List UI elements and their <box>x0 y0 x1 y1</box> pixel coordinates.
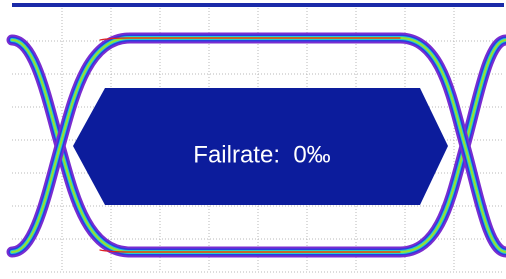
mask-label: Failrate: 0‰ <box>193 141 330 168</box>
page: Failrate: 0‰ (() => { const data = JSON.… <box>0 0 506 279</box>
eye-diagram: Failrate: 0‰ <box>0 0 506 279</box>
top-border <box>12 3 504 7</box>
